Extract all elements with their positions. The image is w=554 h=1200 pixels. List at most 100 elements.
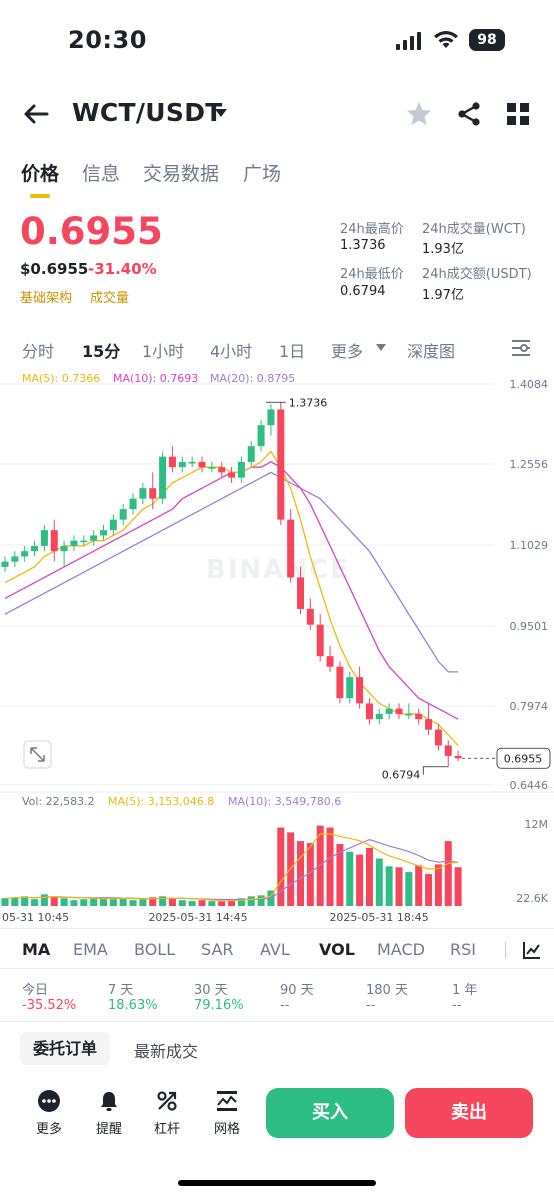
back-arrow-icon[interactable] <box>22 100 50 128</box>
candlestick-chart[interactable]: 1.4084 1.2556 1.1029 0.9501 0.7974 0.6446 BINA… <box>0 366 554 928</box>
caret-down-icon[interactable] <box>214 108 228 118</box>
indicator-ma[interactable]: MA <box>22 940 51 959</box>
interval-4h[interactable]: 4小时 <box>210 342 253 361</box>
tab-square[interactable]: 广场 <box>243 163 282 185</box>
indicator-rsi[interactable]: RSI <box>450 940 476 959</box>
ma20-line <box>4 471 459 673</box>
indicator-macd[interactable]: MACD <box>377 940 425 959</box>
volume-bar <box>1 898 9 906</box>
tab-price[interactable]: 价格 <box>21 163 60 185</box>
volume-label: 24h成交量(WCT) <box>422 222 526 237</box>
y-axis-label: 1.2556 <box>510 458 549 471</box>
candle <box>50 530 58 552</box>
volume-bar <box>129 900 137 906</box>
indicator-avl[interactable]: AVL <box>260 940 290 959</box>
candle <box>31 545 39 552</box>
tag-volume[interactable]: 成交量 <box>90 291 130 306</box>
volume-bar <box>375 858 383 906</box>
grid-label: 网格 <box>213 1122 240 1137</box>
divider <box>0 968 554 969</box>
indicator-boll[interactable]: BOLL <box>134 940 176 959</box>
high-label: 24h最高价 <box>340 222 404 237</box>
interval-time[interactable]: 分时 <box>22 342 55 361</box>
wifi-icon <box>434 31 458 48</box>
volume-bar <box>228 900 236 906</box>
share-icon[interactable] <box>456 101 482 127</box>
candle <box>129 498 137 510</box>
tab-info[interactable]: 信息 <box>82 163 121 185</box>
leverage-label: 杠杆 <box>153 1122 180 1137</box>
candle <box>385 708 393 714</box>
ma10-line <box>4 461 459 720</box>
caret-down-icon[interactable] <box>376 344 386 351</box>
perf-7d-value: 18.63% <box>108 998 158 1013</box>
candle <box>139 488 147 499</box>
tab-trading-data[interactable]: 交易数据 <box>143 163 220 185</box>
ma5-legend: MA(5): 0.7366 <box>22 372 101 385</box>
interval-1d[interactable]: 1日 <box>279 342 306 361</box>
ma20-legend: MA(20): 0.8795 <box>210 372 296 385</box>
interval-1h[interactable]: 1小时 <box>142 342 185 361</box>
tab-open-orders[interactable]: 委托订单 <box>20 1032 110 1065</box>
y-axis-label: 0.6446 <box>510 779 549 792</box>
alert-button[interactable]: 提醒 <box>87 1090 131 1137</box>
candle <box>405 713 413 716</box>
grid-button[interactable]: 网格 <box>205 1090 249 1137</box>
sell-button[interactable]: 卖出 <box>405 1088 533 1138</box>
indicator-sar[interactable]: SAR <box>201 940 234 959</box>
volume-ma5-legend: MA(5): 3,153,046.8 <box>108 795 215 808</box>
ma5-line <box>4 450 459 746</box>
candle <box>326 656 334 667</box>
favorite-star-icon[interactable] <box>405 100 433 128</box>
grid-trading-icon <box>217 1091 237 1111</box>
depth-chart-tab[interactable]: 深度图 <box>407 342 456 361</box>
signal-icon <box>396 32 421 50</box>
tag-infrastructure[interactable]: 基础架构 <box>20 291 73 306</box>
buy-button[interactable]: 买入 <box>266 1088 394 1138</box>
leverage-button[interactable]: 杠杆 <box>145 1090 189 1137</box>
y-axis-label: 0.9501 <box>510 620 549 633</box>
y-axis-label: 1.4084 <box>510 378 549 391</box>
volume-bar <box>100 897 107 906</box>
candle <box>1 561 9 567</box>
volume-bar <box>218 901 226 906</box>
interval-more[interactable]: 更多 <box>331 342 364 361</box>
volume-bar <box>80 899 88 906</box>
grid-menu-icon[interactable] <box>506 102 530 126</box>
perf-90d-label: 90 天 <box>280 983 314 998</box>
y-axis-label: 0.7974 <box>510 700 549 713</box>
volume-bar <box>31 899 39 906</box>
candle <box>198 461 206 468</box>
tab-latest-trades[interactable]: 最新成交 <box>134 1042 199 1061</box>
candle <box>40 530 48 546</box>
volume-bar <box>70 900 78 906</box>
more-dots-icon <box>38 1090 60 1112</box>
turnover-value: 1.97亿 <box>422 288 464 303</box>
usd-price: $0.6955 <box>20 260 89 278</box>
candle <box>208 467 216 469</box>
pair-title[interactable]: WCT/USDT <box>72 98 223 127</box>
candle <box>119 509 127 520</box>
candle <box>11 556 19 562</box>
indicator-vol[interactable]: VOL <box>319 940 355 959</box>
indicator-ema[interactable]: EMA <box>73 940 108 959</box>
candle <box>178 461 186 468</box>
last-price-label: 0.6955 <box>504 752 543 765</box>
candle <box>188 461 196 464</box>
candle <box>159 456 167 499</box>
chart-settings-icon[interactable] <box>510 338 532 358</box>
candle <box>306 608 314 625</box>
candle <box>297 577 304 609</box>
volume-bar <box>454 867 462 906</box>
candle <box>395 708 403 714</box>
candle <box>149 488 157 499</box>
indicator-settings-icon[interactable] <box>522 940 542 960</box>
perf-180d-label: 180 天 <box>366 983 408 998</box>
turnover-label: 24h成交额(USDT) <box>422 267 532 282</box>
candle <box>346 677 354 699</box>
interval-15m[interactable]: 15分 <box>82 342 121 361</box>
low-label: 24h最低价 <box>340 267 404 282</box>
volume-bar <box>336 844 344 906</box>
more-button[interactable]: 更多 <box>27 1090 71 1137</box>
bell-icon <box>101 1092 117 1111</box>
